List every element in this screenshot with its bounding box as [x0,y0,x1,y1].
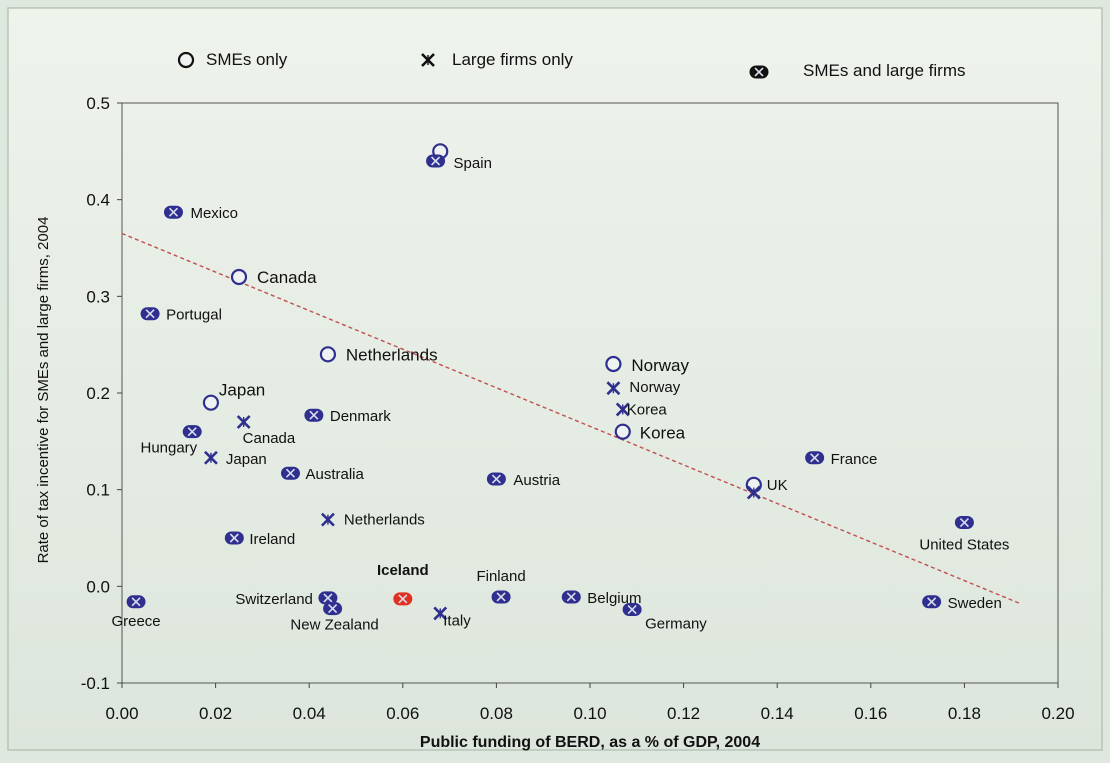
point-smes-only-norway [605,355,622,373]
point-label-spain: Spain [454,155,492,172]
x-tick-label: 0.12 [667,704,700,723]
point-smes-and-large-firms-mexico [163,205,183,219]
y-tick-label: 0.3 [86,287,110,306]
outer-border [7,7,1103,751]
point-label-france: France [831,451,878,468]
point-label-germany: Germany [645,616,707,633]
point-label-austria: Austria [513,472,560,489]
data-points: Canada Netherlands Norway Japan Korea UK Norwa… [111,143,1009,634]
legend-label-large-firms-only: Large firms only [452,50,573,69]
point-label-netherlands: Netherlands [344,512,425,529]
point-label-greece: Greece [111,613,160,630]
point-label-australia: Australia [305,466,364,483]
point-smes-and-large-firms-iceland [393,592,413,606]
point-smes-and-large-firms-austria [486,472,506,486]
y-tick-label: 0.1 [86,481,110,500]
point-label-finland: Finland [476,568,525,585]
x-tick-label: 0.06 [386,704,419,723]
point-smes-and-large-firms-spain [426,154,446,168]
point-smes-and-large-firms-new-zealand [323,602,343,616]
point-smes-and-large-firms-sweden [922,595,942,609]
point-smes-and-large-firms-finland [491,590,511,604]
x-tick-label: 0.20 [1041,704,1074,723]
x-axis-label: Public funding of BERD, as a % of GDP, 2… [420,734,760,751]
point-smes-only-korea [614,423,631,440]
point-label-ireland: Ireland [249,531,295,548]
y-tick-label: 0.4 [86,191,110,210]
legend-marker-smes-only [177,51,195,69]
point-large-firms-only-netherlands [321,512,335,527]
point-label-netherlands: Netherlands [346,345,438,364]
point-smes-and-large-firms-switzerland [318,591,338,605]
point-label-norway: Norway [629,379,680,396]
x-tick-label: 0.14 [761,704,794,723]
point-smes-and-large-firms-greece [126,595,146,609]
legend-marker-smes-and-large-firms [749,65,769,79]
y-tick-label: 0.2 [86,384,110,403]
x-tick-label: 0.16 [854,704,887,723]
point-label-iceland: Iceland [377,562,429,579]
point-smes-and-large-firms-france [805,451,825,465]
point-smes-and-large-firms-united-states [954,516,974,530]
point-label-korea: Korea [627,401,668,418]
point-label-uk: UK [767,477,788,494]
point-smes-only-netherlands [319,346,337,363]
x-tick-label: 0.10 [573,704,606,723]
point-smes-and-large-firms-australia [280,466,300,480]
point-smes-and-large-firms-ireland [224,531,244,545]
y-axis-label: Rate of tax incentive for SMEs and large… [35,217,52,564]
point-smes-and-large-firms-denmark [304,408,324,422]
point-smes-and-large-firms-belgium [561,590,581,604]
point-label-canada: Canada [257,268,317,287]
point-large-firms-only-korea [615,402,630,417]
point-label-norway: Norway [631,356,689,375]
point-label-japan: Japan [226,451,267,468]
y-tick-label: -0.1 [81,674,110,693]
point-label-korea: Korea [640,424,686,443]
point-label-sweden: Sweden [948,595,1002,612]
legend-label-smes-and-large-firms: SMEs and large firms [803,61,966,80]
axes: 0.00 0.02 0.04 0.06 0.08 0.10 0.12 0.14 0.16 0.18… [81,94,1075,723]
x-tick-label: 0.04 [293,704,326,723]
x-tick-label: 0.02 [199,704,232,723]
y-tick-label: 0.0 [86,577,110,596]
point-label-united-states: United States [919,537,1009,554]
point-smes-and-large-firms-hungary [182,425,202,439]
point-large-firms-only-uk [746,485,761,500]
point-large-firms-only-norway [606,381,621,396]
x-tick-label: 0.00 [105,704,138,723]
trend-line [121,232,1021,605]
point-large-firms-only-italy [433,606,448,621]
point-smes-and-large-firms-germany [622,603,642,617]
point-large-firms-only-japan [204,450,218,465]
x-tick-label: 0.08 [480,704,513,723]
point-smes-only-canada [230,268,248,286]
point-label-italy: Italy [443,612,471,629]
point-label-switzerland: Switzerland [235,591,313,608]
legend-label-smes-only: SMEs only [206,50,288,69]
y-tick-label: 0.5 [86,94,110,113]
point-label-canada: Canada [243,430,296,447]
point-label-new-zealand: New Zealand [290,617,378,634]
point-label-mexico: Mexico [190,205,238,222]
point-smes-only-japan [202,394,220,411]
legend: SMEs only Large firms only SMEs and large … [177,50,966,80]
point-label-denmark: Denmark [330,408,391,425]
point-label-portugal: Portugal [166,307,222,324]
x-tick-label: 0.18 [948,704,981,723]
point-label-hungary: Hungary [140,440,197,457]
point-label-japan: Japan [219,381,265,400]
point-label-belgium: Belgium [587,590,641,607]
point-large-firms-only-canada [236,415,251,429]
point-smes-and-large-firms-portugal [140,307,160,321]
legend-marker-large-firms-only [421,53,435,67]
